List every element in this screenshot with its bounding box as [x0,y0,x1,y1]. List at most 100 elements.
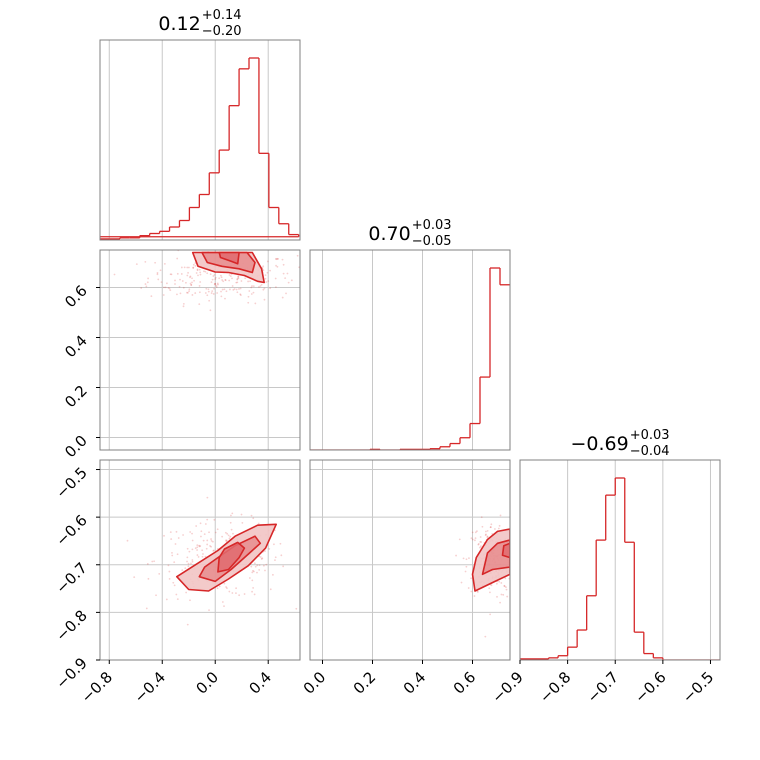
sample-point [488,587,491,590]
sample-point [230,514,232,517]
sample-point [160,281,163,283]
sample-point [200,530,203,533]
sample-point [144,283,147,285]
sample-point [470,537,473,540]
sample-point [259,556,262,558]
sample-point [158,572,161,575]
sample-point [275,286,277,289]
x-tick-label: 0.0 [192,668,222,698]
sample-point [239,293,242,296]
sample-point [219,274,222,277]
sample-point [250,514,253,517]
sample-point [223,288,226,291]
sample-point [276,257,279,260]
sample-point [198,268,201,271]
sample-point [505,588,508,591]
sample-point [253,562,256,565]
sample-point [295,607,298,610]
sample-point [204,523,207,525]
sample-point [240,280,243,282]
sample-point [194,265,197,267]
sample-point [218,585,221,588]
sample-point [191,539,194,542]
sample-point [490,523,493,526]
sample-point [211,278,214,281]
sample-point [228,274,231,276]
title-upper: +0.03 [630,428,670,443]
sample-point [206,539,209,542]
sample-point [147,577,150,580]
y-tick-label: 0.6 [61,282,91,312]
sample-point [235,587,237,590]
sample-point [264,277,267,280]
sample-point [252,569,254,572]
sample-point [210,292,213,294]
sample-point [249,280,251,283]
sample-point [231,285,234,287]
sample-point [465,558,468,561]
sample-point [494,528,496,530]
sample-point [145,285,148,288]
sample-point [200,535,202,538]
panel-frame [99,249,301,451]
sample-point [167,287,170,289]
sample-point [282,565,285,568]
sample-point [253,593,256,596]
sample-point [479,545,482,548]
sample-point [265,563,268,566]
sample-point [479,536,482,538]
sample-point [203,533,206,536]
sample-point [210,539,213,542]
sample-point [187,562,190,565]
sample-point [199,271,202,274]
x-tick-label: 0.4 [400,668,430,698]
sample-point [489,613,492,616]
sample-point [269,269,271,272]
panel-frame [309,459,511,661]
sample-point [202,553,204,555]
sample-point [275,264,277,267]
sample-point [282,272,285,275]
sample-point [237,276,240,278]
sample-point [184,567,187,570]
contour-content [126,496,298,626]
sample-point [224,531,227,534]
x-tick-label: 0.2 [350,668,380,698]
sample-point [282,263,285,266]
sample-point [486,535,489,538]
sample-point [489,591,491,594]
sample-point [147,277,149,280]
sample-point [135,263,138,266]
sample-point [190,284,193,286]
sample-point [505,586,507,589]
sample-point [251,248,253,250]
sample-point [521,591,523,593]
sample-point [504,577,507,580]
contour-panel-1-2 [309,459,523,661]
sample-point [280,554,283,557]
sample-point [221,288,224,291]
sample-point [195,272,198,274]
sample-point [462,557,465,560]
sample-point [479,546,481,549]
sample-point [218,277,221,280]
sample-point [275,258,278,261]
sample-point [224,279,227,282]
sample-point [263,287,266,290]
sample-point [175,530,178,533]
sample-point [262,269,265,272]
sample-point [515,568,517,570]
sample-point [216,292,219,294]
sample-point [170,273,173,276]
sample-point [276,265,279,268]
sample-point [229,521,232,524]
sample-point [237,275,240,278]
sample-point [189,531,192,533]
sample-point [205,547,208,550]
sample-point [154,261,157,264]
sample-point [206,496,209,499]
sample-point [232,532,234,535]
sample-point [179,292,182,295]
sample-point [276,258,279,260]
sample-point [206,543,209,546]
